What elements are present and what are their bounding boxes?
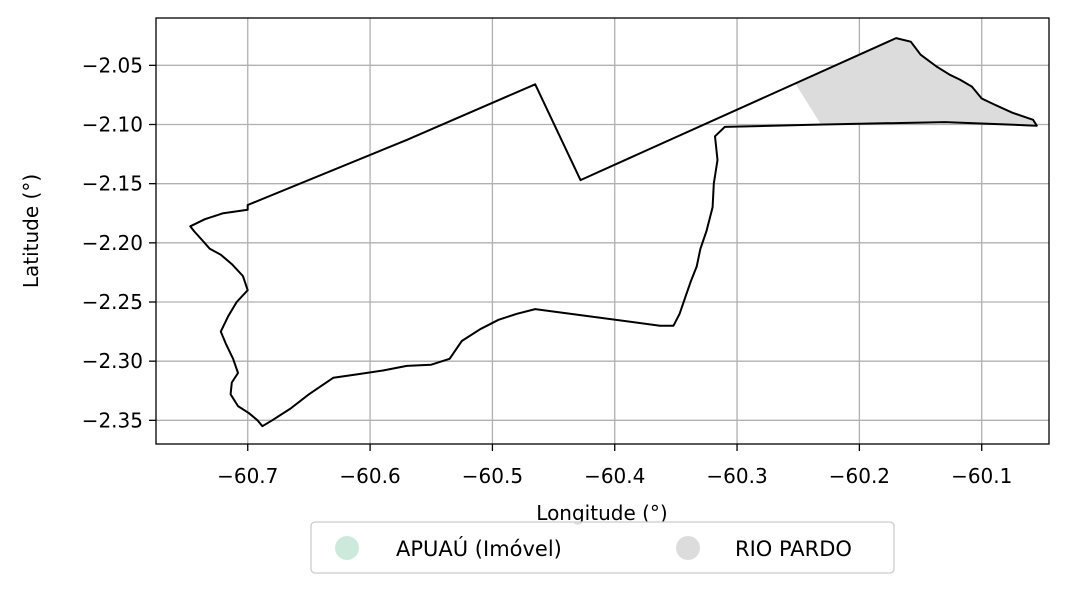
x-tick-label: −60.3 xyxy=(706,464,767,488)
x-axis-title: Longitude (°) xyxy=(536,501,667,525)
x-tick-label: −60.1 xyxy=(951,464,1012,488)
x-tick-label: −60.6 xyxy=(339,464,400,488)
y-tick-label: −2.15 xyxy=(82,172,143,196)
legend: APUAÚ (Imóvel) RIO PARDO xyxy=(310,521,895,574)
y-tick-label: −2.35 xyxy=(82,408,143,432)
y-tick-label: −2.05 xyxy=(82,53,143,77)
property-boundary-outline xyxy=(189,37,1038,428)
x-tick-label: −60.7 xyxy=(217,464,278,488)
y-axis-title: Latitude (°) xyxy=(19,174,43,288)
x-axis-ticks: −60.7 −60.6 −60.5 −60.4 −60.3 −60.2 −60.1 xyxy=(217,444,1012,488)
legend-box xyxy=(310,521,895,574)
legend-marker-rio-pardo xyxy=(676,536,700,560)
y-tick-label: −2.20 xyxy=(82,231,143,255)
rio-pardo-shaded-region xyxy=(795,38,1037,126)
y-tick-label: −2.25 xyxy=(82,290,143,314)
plot-frame xyxy=(155,17,1050,445)
legend-label-rio-pardo: RIO PARDO xyxy=(735,537,852,561)
x-tick-label: −60.5 xyxy=(462,464,523,488)
y-tick-label: −2.30 xyxy=(82,349,143,373)
grid-lines xyxy=(156,18,1049,444)
legend-marker-apuau xyxy=(335,536,359,560)
x-tick-label: −60.2 xyxy=(829,464,890,488)
legend-label-apuau: APUAÚ (Imóvel) xyxy=(396,536,562,561)
map-shapes xyxy=(189,37,1038,428)
y-tick-label: −2.10 xyxy=(82,113,143,137)
x-tick-label: −60.4 xyxy=(584,464,645,488)
y-axis-ticks: −2.05 −2.10 −2.15 −2.20 −2.25 −2.30 −2.35 xyxy=(82,53,156,432)
